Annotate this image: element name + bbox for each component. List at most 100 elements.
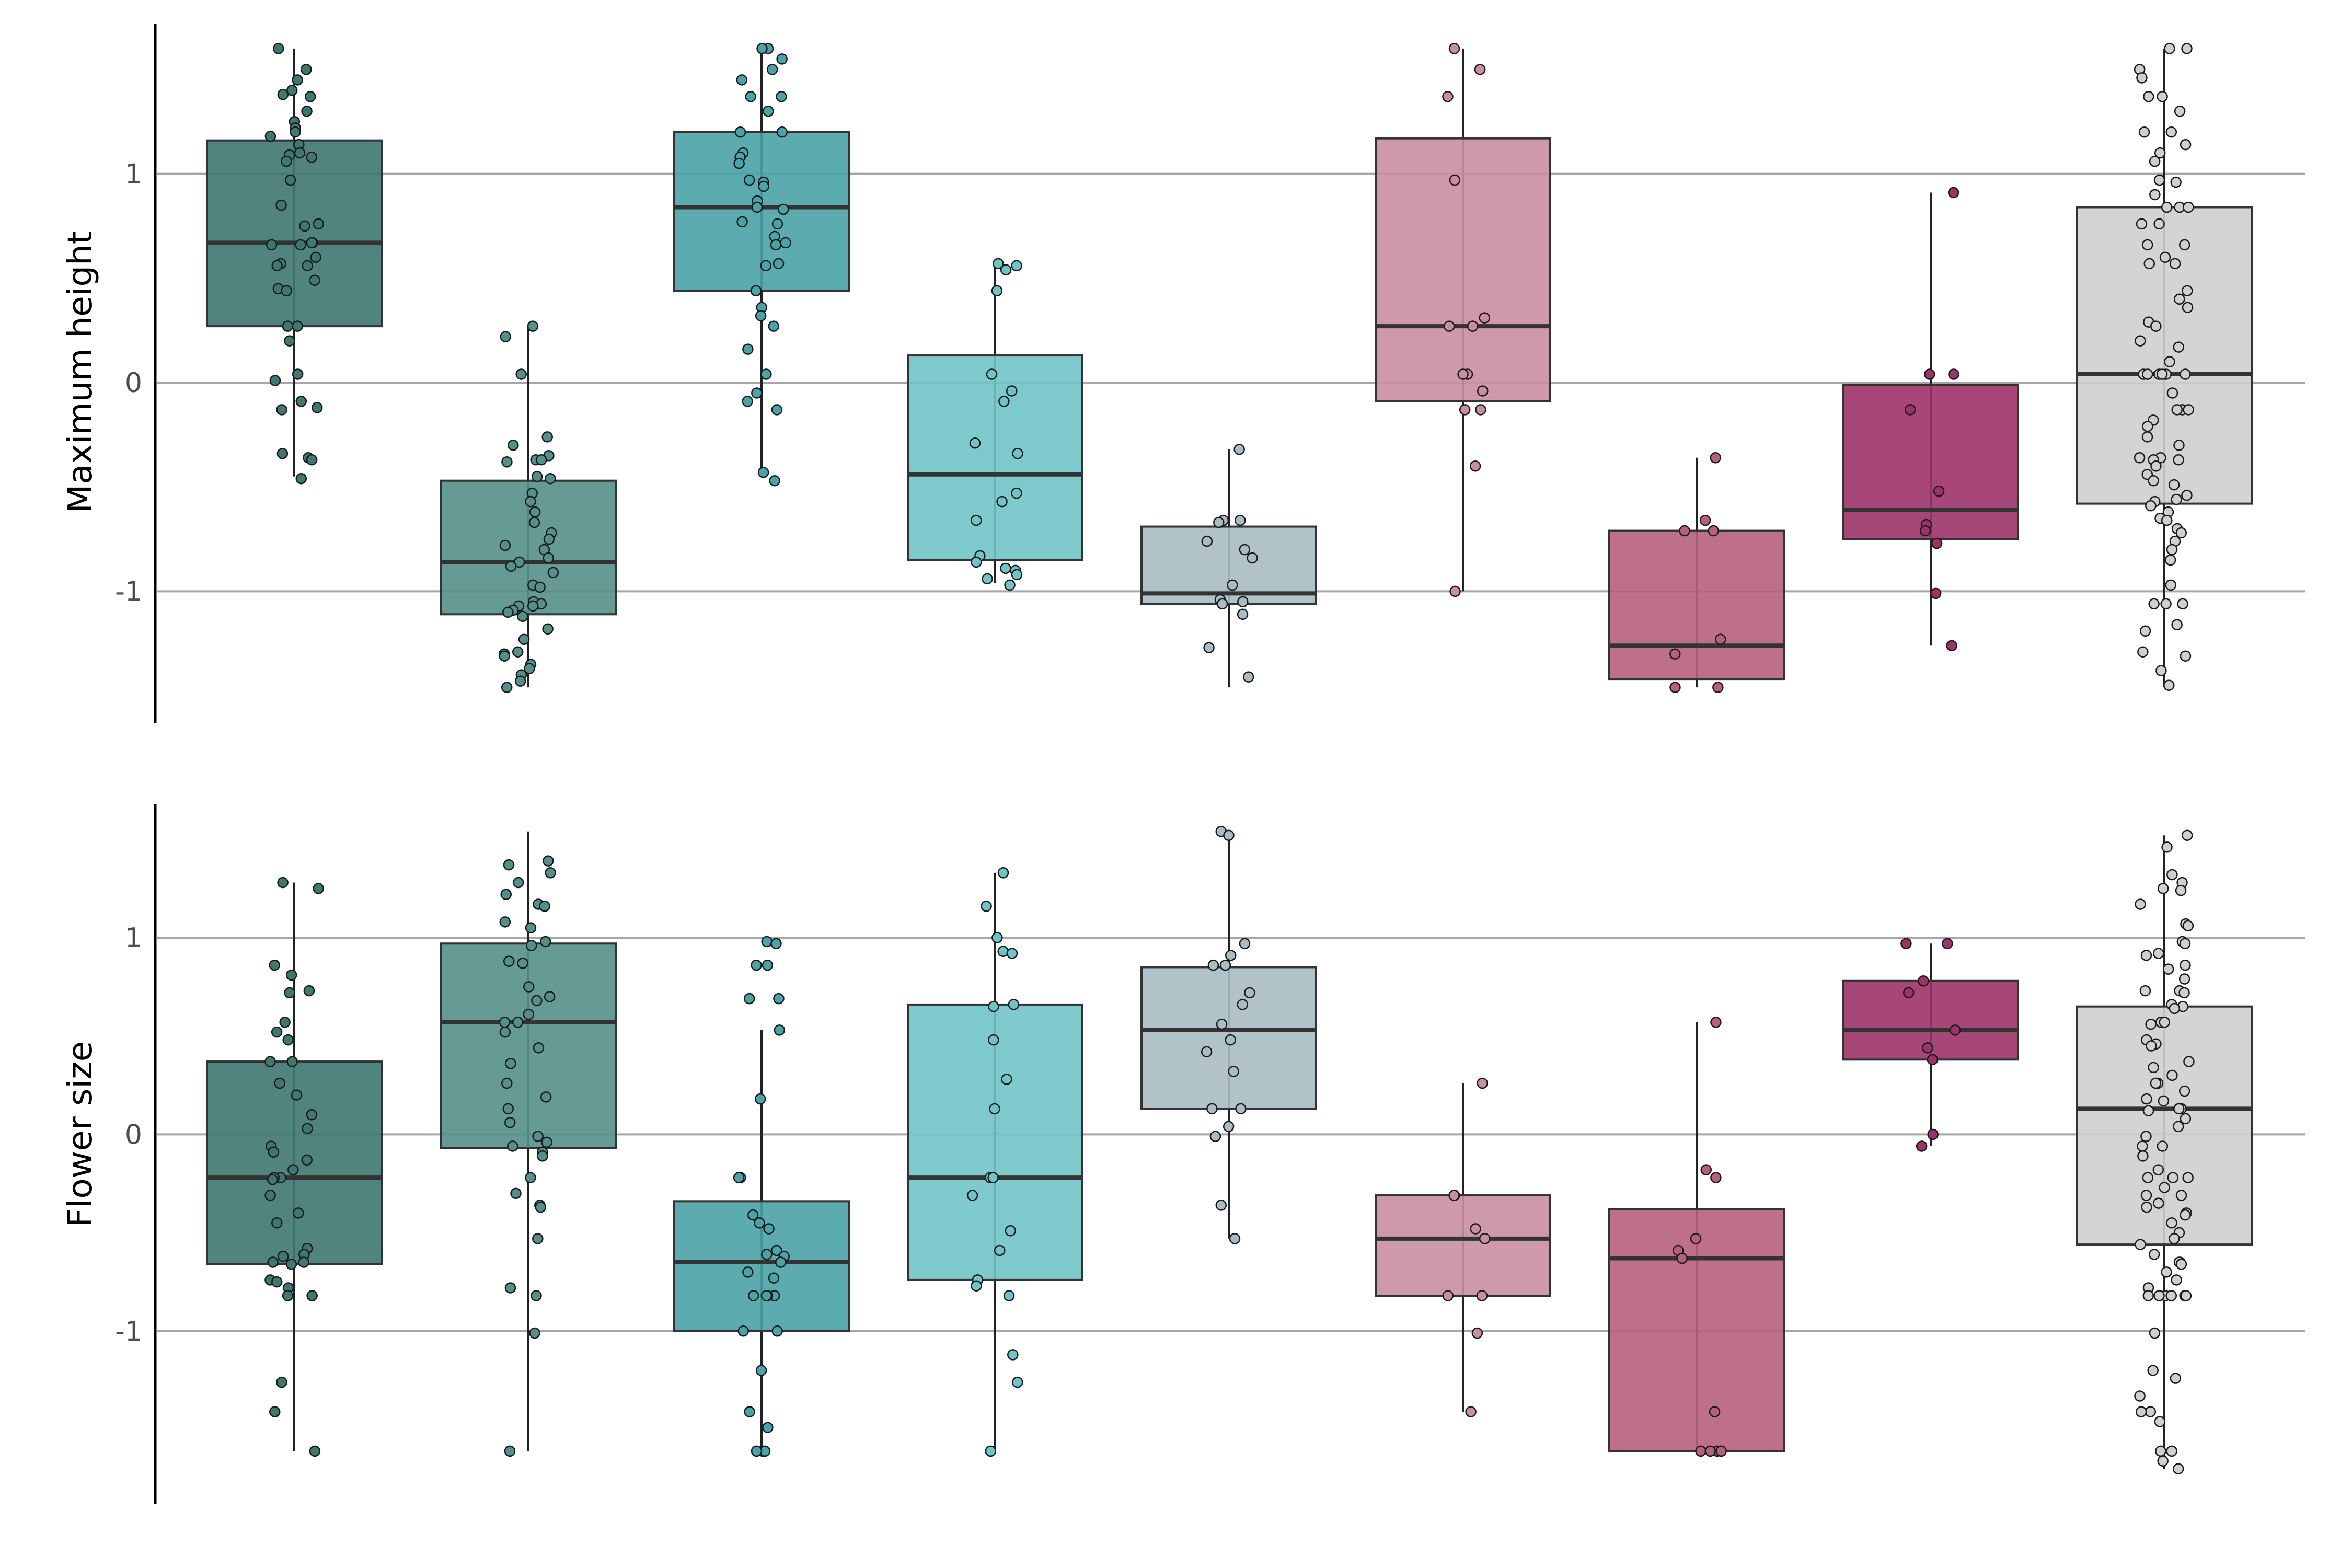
data-point: [755, 1365, 767, 1376]
box-group: [1842, 187, 2019, 651]
data-point: [2178, 987, 2190, 999]
data-point: [292, 368, 304, 380]
data-point: [2141, 1093, 2152, 1105]
data-point: [1203, 642, 1215, 653]
data-point: [309, 274, 320, 286]
data-point: [529, 1327, 540, 1339]
data-point: [1235, 1103, 1247, 1115]
data-point: [534, 581, 546, 593]
data-point: [269, 1406, 281, 1417]
data-point: [2146, 1040, 2157, 1052]
data-point: [2155, 665, 2167, 676]
data-point: [499, 650, 510, 662]
data-point: [2177, 598, 2188, 610]
data-point: [969, 437, 981, 449]
box-group: [907, 258, 1083, 591]
data-point: [532, 1233, 544, 1244]
box-iqr: [1375, 1194, 1551, 1297]
data-point: [2161, 201, 2173, 213]
data-point: [292, 320, 303, 332]
data-point: [286, 1056, 298, 1067]
data-point: [2178, 973, 2190, 985]
data-point: [2135, 335, 2146, 347]
data-point: [2174, 293, 2185, 305]
data-point: [2142, 1172, 2154, 1183]
data-point: [282, 320, 294, 332]
data-point: [1700, 1164, 1712, 1175]
data-point: [771, 1325, 783, 1337]
data-point: [501, 456, 513, 468]
box-iqr: [1140, 525, 1317, 605]
data-point: [1244, 987, 1255, 999]
data-point: [500, 331, 511, 342]
data-point: [502, 1103, 514, 1115]
data-point: [2136, 72, 2148, 84]
data-point: [981, 900, 992, 912]
data-point: [2134, 1390, 2146, 1402]
data-point: [499, 916, 511, 928]
data-point: [514, 675, 526, 687]
data-point: [2183, 1056, 2195, 1067]
data-point: [1237, 999, 1248, 1010]
data-point: [2136, 218, 2148, 230]
data-point: [2155, 1445, 2166, 1457]
data-point: [2180, 368, 2191, 380]
data-point: [1669, 648, 1681, 660]
box-group: [1140, 444, 1317, 688]
data-point: [271, 1276, 283, 1288]
data-point: [2182, 920, 2194, 932]
data-point: [306, 454, 318, 466]
data-point: [2182, 285, 2193, 296]
data-point: [768, 320, 780, 332]
data-point: [2140, 1190, 2152, 1201]
data-point: [2181, 829, 2193, 841]
data-point: [2143, 91, 2154, 102]
data-point: [1000, 264, 1012, 276]
data-point: [2142, 1105, 2154, 1116]
data-point: [267, 1174, 279, 1185]
data-point: [2181, 43, 2193, 54]
data-point: [541, 431, 553, 443]
data-point: [2149, 189, 2161, 201]
data-point: [2173, 440, 2185, 451]
data-point: [1228, 1066, 1239, 1077]
data-point: [780, 237, 791, 249]
data-point: [2141, 368, 2153, 380]
data-point: [1479, 312, 1490, 324]
data-point: [284, 335, 295, 347]
data-point: [2163, 679, 2175, 691]
data-point: [757, 466, 769, 478]
data-point: [2148, 475, 2159, 487]
data-point: [1904, 404, 1916, 416]
data-point: [751, 1445, 763, 1457]
y-tick-label: 1: [125, 923, 142, 954]
y-axis-label-maximum-height: Maximum height: [61, 231, 100, 513]
data-point: [2148, 1062, 2159, 1074]
data-point: [525, 922, 537, 933]
data-point: [301, 105, 313, 117]
data-point: [2180, 959, 2191, 971]
data-point: [1470, 1223, 1481, 1235]
data-point: [769, 475, 780, 487]
data-point: [1229, 1233, 1241, 1244]
data-point: [2165, 1290, 2177, 1301]
data-point: [2165, 126, 2177, 138]
box-iqr: [1375, 137, 1551, 402]
box-iqr: [1608, 529, 1785, 681]
panel-flower-size: Flower size -1 0 1: [61, 804, 2305, 1504]
data-point: [277, 877, 289, 889]
data-point: [499, 539, 511, 551]
data-point: [292, 74, 303, 86]
data-point: [532, 1131, 544, 1142]
data-point: [1215, 1200, 1227, 1211]
data-point: [1918, 975, 1929, 987]
data-point: [1476, 1290, 1488, 1301]
data-point: [535, 1201, 547, 1213]
data-point: [760, 260, 772, 272]
data-point: [281, 285, 292, 296]
data-point: [266, 239, 278, 251]
data-point: [2166, 387, 2178, 399]
data-point: [293, 1207, 304, 1219]
data-point: [771, 1244, 782, 1256]
box-group: [1140, 825, 1317, 1244]
